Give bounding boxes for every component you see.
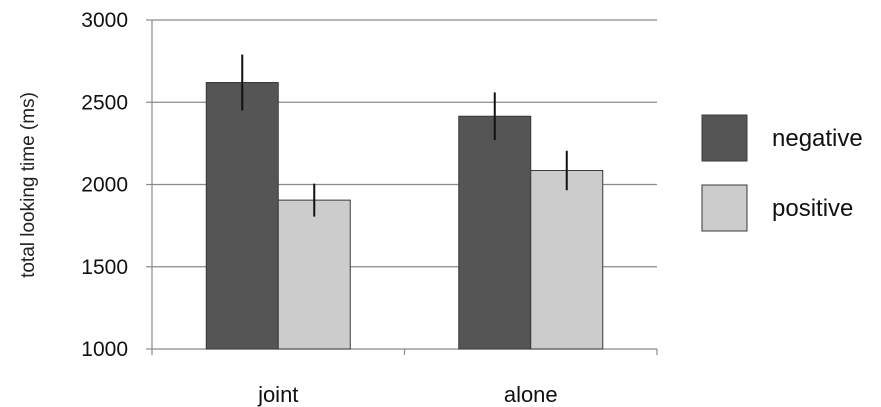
x-tick-label-joint: joint [257, 382, 298, 407]
legend-swatch-positive [701, 184, 748, 232]
bar-positive-alone [530, 170, 604, 350]
x-tick-labels: joint alone [257, 382, 558, 407]
y-tick-label: 3000 [81, 9, 128, 32]
y-tick-label: 1000 [81, 338, 128, 361]
y-tick-labels: 1000 1500 2000 2500 3000 [81, 9, 128, 361]
bars [205, 82, 604, 350]
legend-swatch-negative [701, 114, 748, 162]
y-tick-label: 2500 [81, 91, 128, 114]
legend-label-positive: positive [772, 195, 853, 222]
y-tick-label: 1500 [81, 256, 128, 279]
bar-positive-joint [277, 199, 351, 350]
legend: negative positive [701, 114, 863, 232]
bar-negative-alone [458, 115, 532, 350]
y-tick-label: 2000 [81, 174, 128, 197]
y-axis-title: total looking time (ms) [18, 92, 39, 278]
error-bars [241, 54, 568, 217]
x-tick-label-alone: alone [504, 382, 558, 407]
legend-label-negative: negative [772, 125, 863, 152]
bar-negative-joint [205, 82, 279, 350]
